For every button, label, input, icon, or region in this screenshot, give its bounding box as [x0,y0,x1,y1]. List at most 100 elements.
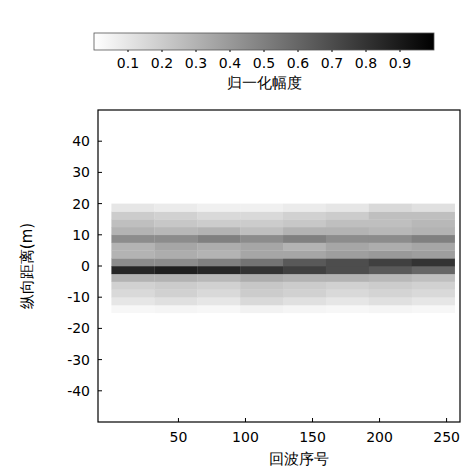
cell [197,266,240,274]
cell [197,204,240,212]
x-tick [312,418,313,422]
cell [412,211,455,219]
cell [326,227,369,235]
cell [111,266,154,274]
cell [283,258,326,266]
cell [154,297,197,305]
y-tick [98,359,102,360]
colorbar-tick-label: 0.7 [321,55,343,71]
y-tick-label: -30 [67,352,90,368]
plot-frame [98,110,460,422]
cell [283,235,326,243]
cell [369,258,412,266]
cell [240,266,283,274]
colorbar-tick-label: 0.8 [355,55,377,71]
cell [369,204,412,212]
colorbar-tick [332,50,333,52]
colorbar-tick [400,50,401,52]
cell [197,258,240,266]
cell [240,219,283,227]
colorbar-tick [230,50,231,52]
colorbar-tick [128,50,129,52]
cell [240,235,283,243]
y-tick [98,390,102,391]
cell [326,289,369,297]
cell [240,274,283,282]
cell [412,297,455,305]
cell [326,219,369,227]
cell [412,250,455,258]
cell [326,235,369,243]
cell [154,243,197,251]
y-tick [98,297,102,298]
cell [197,297,240,305]
cell [154,289,197,297]
cell [412,258,455,266]
cell [154,227,197,235]
cell [369,250,412,258]
colorbar [94,33,434,50]
cell [412,235,455,243]
chart: 403020100-10-20-30-4050100150200250回波序号纵… [0,0,470,475]
colorbar-tick [162,50,163,52]
colorbar-tick [196,50,197,52]
cell [240,211,283,219]
cell [111,305,154,313]
x-axis-title: 回波序号 [269,450,329,468]
colorbar-tick [264,50,265,52]
colorbar-tick [366,50,367,52]
cell [240,305,283,313]
x-tick-label: 50 [170,429,188,445]
cell [240,297,283,305]
y-tick-label: 10 [72,227,90,243]
cell [111,211,154,219]
cells [111,204,455,314]
y-tick-label: -40 [67,383,90,399]
cell [111,274,154,282]
cell [240,258,283,266]
x-tick [245,418,246,422]
y-tick-label: 20 [72,196,90,212]
cell [240,289,283,297]
colorbar-tick [298,50,299,52]
y-tick [98,328,102,329]
cell [369,243,412,251]
cell [326,297,369,305]
cell [283,211,326,219]
x-tick [379,418,380,422]
cell [326,204,369,212]
cell [369,235,412,243]
y-tick [98,266,102,267]
cell [154,250,197,258]
cell [412,204,455,212]
cell [412,274,455,282]
cell [111,204,154,212]
cell [283,204,326,212]
cell [197,282,240,290]
cell [154,274,197,282]
cell [111,243,154,251]
x-tick-label: 100 [232,429,259,445]
cell [326,282,369,290]
cell [111,297,154,305]
cell [369,219,412,227]
cell [240,243,283,251]
cell [412,227,455,235]
cell [154,235,197,243]
cell [197,219,240,227]
cell [111,227,154,235]
y-tick [98,172,102,173]
cell [412,282,455,290]
cell [326,250,369,258]
x-tick-label: 200 [366,429,393,445]
y-tick-label: 30 [72,164,90,180]
cell [283,289,326,297]
cell [197,227,240,235]
cell [369,227,412,235]
cell [283,227,326,235]
cell [240,227,283,235]
colorbar-title: 归一化幅度 [227,74,302,92]
colorbar-tick-label: 0.6 [287,55,309,71]
colorbar-tick-label: 0.2 [151,55,173,71]
cell [369,289,412,297]
